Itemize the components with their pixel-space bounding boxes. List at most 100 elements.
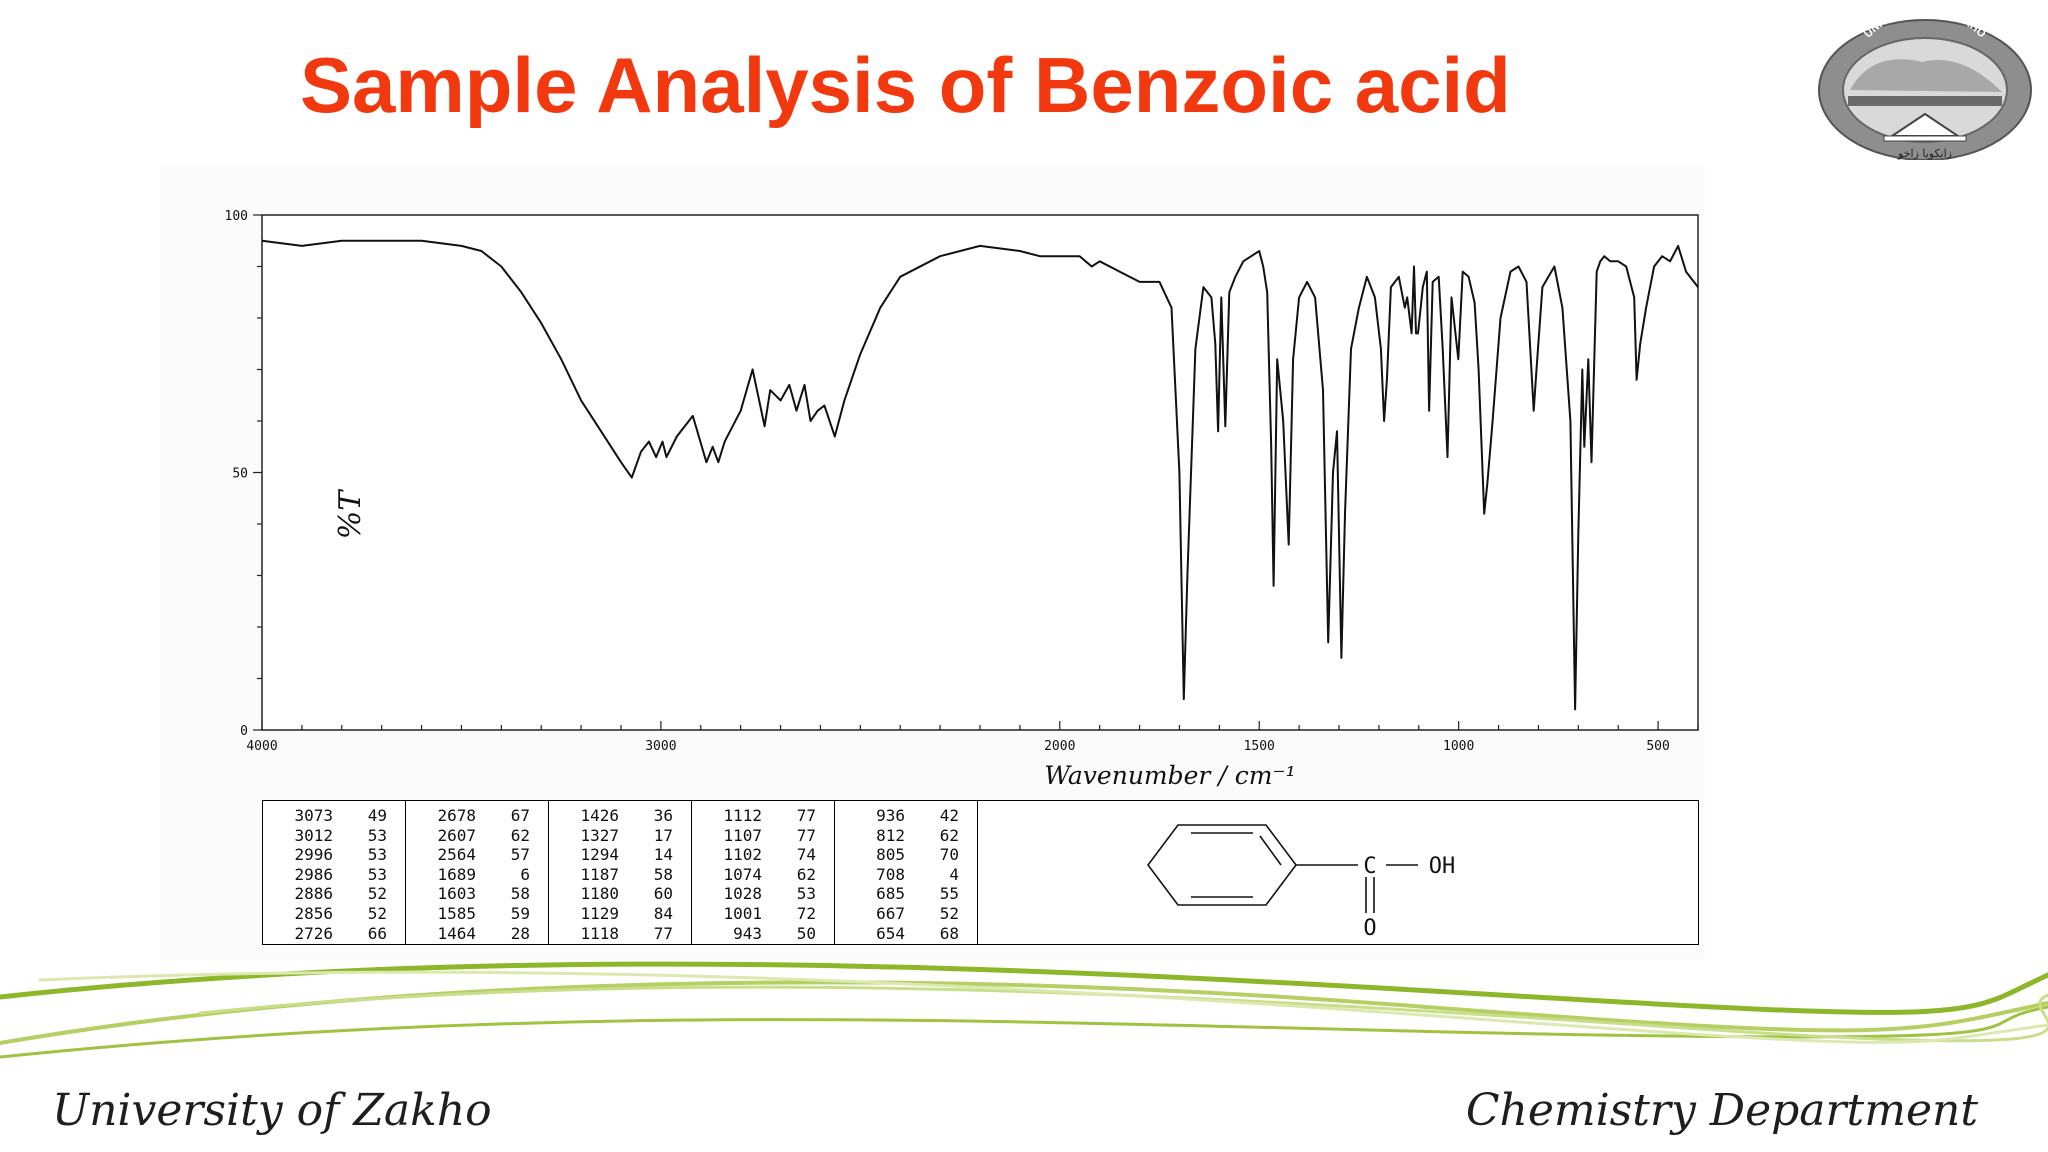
peak-table-row: 1112 77 xyxy=(692,806,834,826)
peak-transmittance: 77 xyxy=(653,923,673,943)
peak-transmittance: 62 xyxy=(510,825,530,845)
plot-frame xyxy=(261,214,1699,731)
peak-transmittance: 62 xyxy=(796,864,816,884)
peak-wavenumber: 2607 xyxy=(437,825,476,845)
peak-table-row: 1689 6 xyxy=(406,865,548,885)
peak-table-row: 685 55 xyxy=(835,884,977,904)
y-tick-label: 50 xyxy=(232,467,248,482)
peak-wavenumber: 1129 xyxy=(580,903,619,923)
peak-transmittance: 53 xyxy=(367,825,387,845)
benzoic-acid-structure: C OH O xyxy=(1147,824,1456,941)
peak-wavenumber: 1074 xyxy=(723,864,762,884)
peak-transmittance: 55 xyxy=(939,884,959,904)
y-tick-label: 0 xyxy=(240,724,248,739)
peak-table: 3073 49 3012 53 2996 53 2986 53 2886 52 2856 52 2726… xyxy=(262,800,1699,945)
peak-wavenumber: 1294 xyxy=(580,845,619,865)
peak-wavenumber: 685 xyxy=(876,884,905,904)
peak-transmittance: 70 xyxy=(939,845,959,865)
peak-transmittance: 42 xyxy=(939,806,959,825)
structure-oxygen-label: O xyxy=(1363,916,1376,941)
peak-table-column: 1426 36 1327 17 1294 14 1187 58 1180 60 1129 84 1118… xyxy=(549,801,692,944)
peak-transmittance: 53 xyxy=(367,845,387,865)
peak-table-row: 1603 58 xyxy=(406,884,548,904)
peak-wavenumber: 1001 xyxy=(723,903,762,923)
peak-transmittance: 6 xyxy=(520,864,530,884)
peak-transmittance: 58 xyxy=(510,884,530,904)
peak-table-row: 2726 66 xyxy=(263,924,405,944)
peak-wavenumber: 2564 xyxy=(437,845,476,865)
peak-table-row: 1180 60 xyxy=(549,884,691,904)
footer-department-name: Chemistry Department xyxy=(1465,1085,1978,1136)
peak-transmittance: 60 xyxy=(653,884,673,904)
peak-wavenumber: 1107 xyxy=(723,825,762,845)
x-tick-label: 2000 xyxy=(1044,739,1075,754)
peak-wavenumber: 1464 xyxy=(437,923,476,943)
university-logo: UNIVERSITY OF ZAKHO زانكويا زاخو xyxy=(1818,10,2032,160)
x-tick-label: 1000 xyxy=(1443,739,1474,754)
peak-wavenumber: 708 xyxy=(876,864,905,884)
peak-wavenumber: 3012 xyxy=(294,825,333,845)
peak-table-row: 936 42 xyxy=(835,806,977,826)
peak-transmittance: 77 xyxy=(796,806,816,825)
peak-transmittance: 57 xyxy=(510,845,530,865)
peak-wavenumber: 654 xyxy=(876,923,905,943)
peak-table-row: 1585 59 xyxy=(406,904,548,924)
peak-table-column: 3073 49 3012 53 2996 53 2986 53 2886 52 2856 52 2726… xyxy=(263,801,406,944)
peak-table-row: 812 62 xyxy=(835,826,977,846)
peak-table-row: 1074 62 xyxy=(692,865,834,885)
peak-transmittance: 50 xyxy=(796,923,816,943)
peak-transmittance: 62 xyxy=(939,825,959,845)
peak-transmittance: 72 xyxy=(796,903,816,923)
peak-transmittance: 74 xyxy=(796,845,816,865)
peak-table-row: 805 70 xyxy=(835,845,977,865)
peak-table-row: 2564 57 xyxy=(406,845,548,865)
peak-table-row: 654 68 xyxy=(835,924,977,944)
peak-wavenumber: 1180 xyxy=(580,884,619,904)
peak-transmittance: 58 xyxy=(653,864,673,884)
peak-wavenumber: 1118 xyxy=(580,923,619,943)
x-axis-label: Wavenumber / cm⁻¹ xyxy=(1044,761,1295,790)
peak-wavenumber: 667 xyxy=(876,903,905,923)
peak-wavenumber: 2886 xyxy=(294,884,333,904)
peak-transmittance: 66 xyxy=(367,923,387,943)
peak-table-row: 1327 17 xyxy=(549,826,691,846)
peak-table-column: 936 42 812 62 805 70 708 4 685 55 667 52 654 68 xyxy=(835,801,978,944)
peak-table-row: 2886 52 xyxy=(263,884,405,904)
peak-wavenumber: 2856 xyxy=(294,903,333,923)
structure-hydroxyl-label: OH xyxy=(1429,854,1456,879)
structure-carbon-label: C xyxy=(1363,854,1376,879)
x-tick-label: 3000 xyxy=(645,739,676,754)
peak-transmittance: 14 xyxy=(653,845,673,865)
peak-wavenumber: 1603 xyxy=(437,884,476,904)
peak-wavenumber: 2678 xyxy=(437,806,476,825)
x-tick-label: 500 xyxy=(1646,739,1669,754)
peak-table-column: 2678 67 2607 62 2564 57 1689 6 1603 58 1585 59 1464 2… xyxy=(406,801,549,944)
peak-table-row: 3073 49 xyxy=(263,806,405,826)
slide-title: Sample Analysis of Benzoic acid xyxy=(300,41,1511,129)
peak-table-row: 2996 53 xyxy=(263,845,405,865)
peak-table-row: 1107 77 xyxy=(692,826,834,846)
x-tick-label: 1500 xyxy=(1244,739,1275,754)
y-axis-label: %T xyxy=(333,489,368,540)
peak-table-row: 1001 72 xyxy=(692,904,834,924)
peak-wavenumber: 2986 xyxy=(294,864,333,884)
peak-transmittance: 49 xyxy=(367,806,387,825)
peak-wavenumber: 1689 xyxy=(437,864,476,884)
peak-wavenumber: 936 xyxy=(876,806,905,825)
peak-wavenumber: 812 xyxy=(876,825,905,845)
y-tick-label: 100 xyxy=(225,209,248,224)
peak-wavenumber: 2996 xyxy=(294,845,333,865)
peak-wavenumber: 1102 xyxy=(723,845,762,865)
peak-table-row: 2607 62 xyxy=(406,826,548,846)
peak-wavenumber: 1585 xyxy=(437,903,476,923)
footer-university-name: University of Zakho xyxy=(52,1085,492,1136)
peak-table-row: 3012 53 xyxy=(263,826,405,846)
structure-cell: C OH O xyxy=(978,801,1698,944)
peak-wavenumber: 1112 xyxy=(723,806,762,825)
peak-table-row: 1187 58 xyxy=(549,865,691,885)
peak-transmittance: 77 xyxy=(796,825,816,845)
peak-table-row: 2986 53 xyxy=(263,865,405,885)
peak-table-row: 943 50 xyxy=(692,924,834,944)
peak-table-column: 1112 77 1107 77 1102 74 1074 62 1028 53 1001 72 943 5… xyxy=(692,801,835,944)
